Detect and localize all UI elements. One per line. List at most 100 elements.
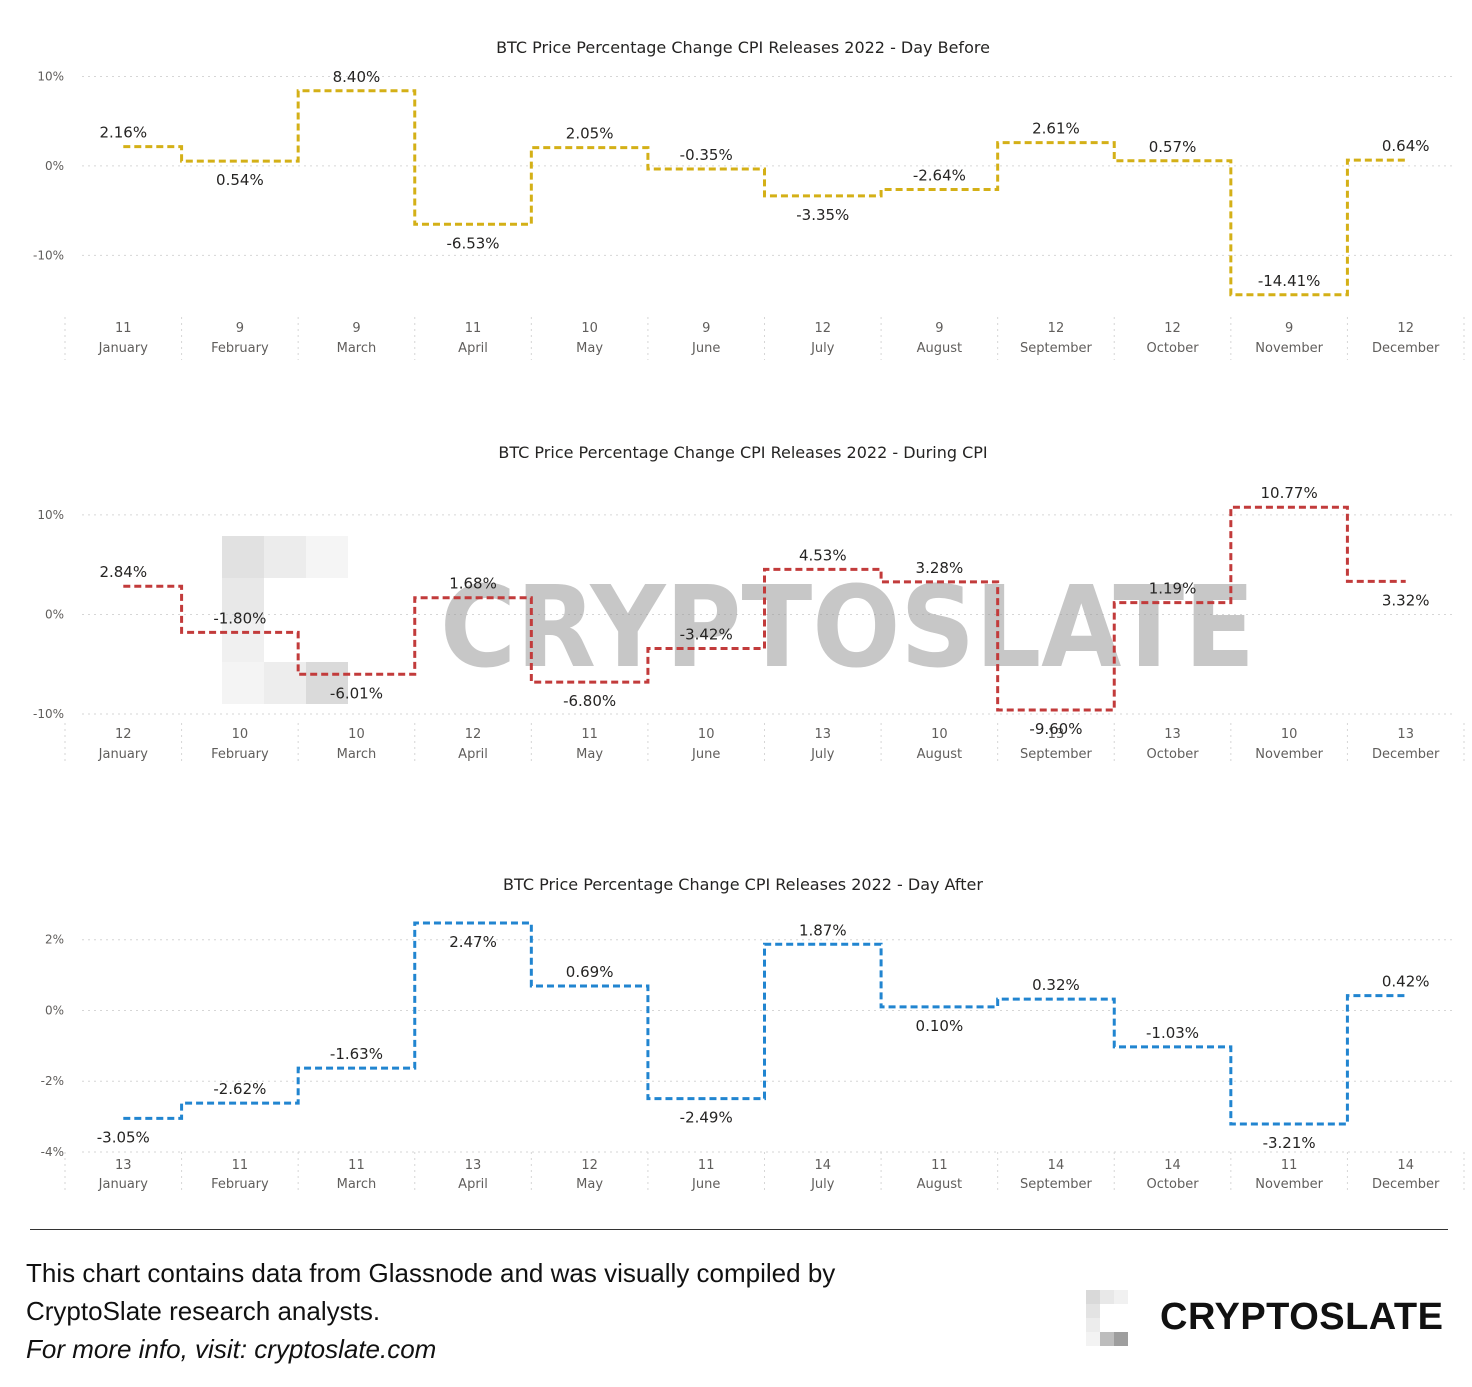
x-tick-month: February [211, 1177, 269, 1192]
x-tick-day: 12 [115, 727, 132, 742]
x-tick-month: June [691, 341, 720, 356]
data-label: -3.42% [680, 626, 733, 644]
data-label: -3.05% [97, 1128, 150, 1146]
data-label: -14.41% [1258, 272, 1321, 290]
data-label: 3.32% [1382, 591, 1430, 609]
x-tick-day: 12 [465, 727, 482, 742]
data-label: 3.28% [916, 559, 964, 577]
x-tick-month: August [917, 747, 963, 762]
data-label: 1.68% [449, 575, 497, 593]
data-label: -3.21% [1263, 1134, 1316, 1152]
x-tick-day: 11 [1281, 1158, 1298, 1173]
x-tick-month: October [1147, 747, 1200, 762]
x-tick-month: March [337, 341, 377, 356]
x-tick-month: February [211, 341, 269, 356]
x-tick-month: November [1255, 1177, 1323, 1192]
footer-line-2: CryptoSlate research analysts. [26, 1296, 381, 1326]
x-tick-day: 14 [1048, 1158, 1065, 1173]
footer-line-1: This chart contains data from Glassnode … [26, 1258, 836, 1288]
x-tick-day: 9 [236, 321, 244, 336]
x-tick-month: March [337, 1177, 377, 1192]
x-tick-month: December [1372, 1177, 1440, 1192]
data-label: 2.84% [99, 563, 147, 581]
x-tick-day: 13 [115, 1158, 132, 1173]
x-tick-day: 11 [232, 1158, 249, 1173]
x-tick-day: 13 [815, 727, 832, 742]
data-label: 2.47% [449, 933, 497, 951]
chart-day-before: BTC Price Percentage Change CPI Releases… [33, 38, 1465, 360]
x-tick-month: June [691, 1177, 720, 1192]
data-label: -9.60% [1029, 720, 1082, 738]
x-tick-month: June [691, 747, 720, 762]
chart-title: BTC Price Percentage Change CPI Releases… [496, 38, 990, 57]
data-label: -2.62% [213, 1080, 266, 1098]
watermark-tile [306, 536, 348, 578]
data-label: 0.42% [1382, 973, 1430, 991]
data-label: -0.35% [680, 146, 733, 164]
x-tick-month: September [1020, 1177, 1093, 1192]
x-tick-day: 9 [935, 321, 943, 336]
data-label: 4.53% [799, 546, 847, 564]
y-tick-label: 2% [45, 933, 64, 947]
x-tick-day: 12 [1397, 321, 1414, 336]
footer-note: This chart contains data from Glassnode … [26, 1254, 926, 1368]
watermark-tile [264, 536, 306, 578]
chart-title: BTC Price Percentage Change CPI Releases… [503, 875, 983, 894]
x-tick-month: January [98, 1177, 149, 1192]
data-label: 0.69% [566, 963, 614, 981]
data-label: 0.54% [216, 171, 264, 189]
x-tick-day: 14 [815, 1158, 832, 1173]
watermark-tile [264, 662, 306, 704]
x-tick-month: October [1147, 341, 1200, 356]
x-tick-month: May [576, 1177, 603, 1192]
x-tick-day: 12 [581, 1158, 598, 1173]
data-label: -1.63% [330, 1045, 383, 1063]
y-tick-label: -2% [41, 1074, 64, 1088]
chart-title: BTC Price Percentage Change CPI Releases… [498, 443, 987, 462]
x-tick-month: February [211, 747, 269, 762]
watermark-text: CRYPTOSLATE [440, 563, 1255, 693]
x-tick-month: August [917, 1177, 963, 1192]
x-tick-month: January [98, 747, 149, 762]
footer-line-3: For more info, visit: cryptoslate.com [26, 1334, 437, 1364]
data-label: 2.05% [566, 125, 614, 143]
chart-during-cpi: BTC Price Percentage Change CPI Releases… [33, 443, 1465, 765]
data-label: -2.64% [913, 167, 966, 185]
x-tick-day: 13 [1164, 727, 1181, 742]
x-tick-month: November [1255, 747, 1323, 762]
data-label: -6.80% [563, 692, 616, 710]
x-tick-day: 10 [348, 727, 365, 742]
data-label: -6.53% [447, 234, 500, 252]
x-tick-day: 11 [348, 1158, 365, 1173]
watermark-tile [222, 536, 264, 578]
x-tick-day: 10 [931, 727, 948, 742]
x-tick-month: July [810, 1177, 835, 1192]
watermark-tile [222, 662, 264, 704]
data-label: 0.57% [1149, 138, 1197, 156]
x-tick-month: October [1147, 1177, 1200, 1192]
y-tick-label: 0% [45, 607, 64, 621]
x-tick-month: December [1372, 341, 1440, 356]
y-tick-label: 0% [45, 1003, 64, 1017]
watermark: CRYPTOSLATE [222, 536, 1255, 704]
watermark-tile [306, 662, 348, 704]
data-label: 2.61% [1032, 120, 1080, 138]
x-tick-day: 12 [1048, 321, 1065, 336]
x-tick-day: 10 [698, 727, 715, 742]
x-tick-day: 9 [352, 321, 360, 336]
x-tick-day: 14 [1397, 1158, 1414, 1173]
data-label: -3.35% [796, 206, 849, 224]
x-tick-day: 11 [115, 321, 132, 336]
x-tick-day: 10 [581, 321, 598, 336]
x-tick-month: September [1020, 341, 1093, 356]
y-tick-label: 10% [37, 69, 64, 83]
x-tick-day: 9 [1285, 321, 1293, 336]
y-tick-label: -10% [33, 707, 64, 721]
data-label: 1.19% [1149, 580, 1197, 598]
y-tick-label: 10% [37, 508, 64, 522]
data-label: 0.10% [916, 1017, 964, 1035]
x-tick-month: September [1020, 747, 1093, 762]
x-tick-day: 11 [581, 727, 598, 742]
x-tick-day: 13 [1048, 727, 1065, 742]
brand-logo: CRYPTOSLATE [1086, 1288, 1446, 1348]
